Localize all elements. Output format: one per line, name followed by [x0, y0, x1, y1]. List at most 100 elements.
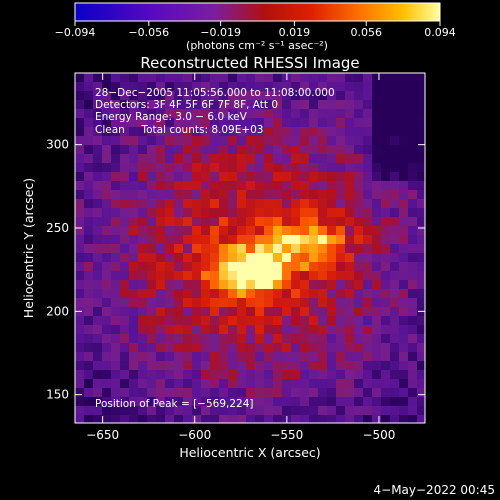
heatmap-cell	[93, 244, 103, 254]
heatmap-cell	[138, 145, 148, 155]
heatmap-cell	[165, 154, 175, 164]
heatmap-cell	[363, 226, 373, 236]
heatmap-cell	[219, 370, 229, 380]
heatmap-cell	[336, 271, 346, 281]
heatmap-cell	[147, 127, 157, 137]
heatmap-cell	[120, 415, 130, 423]
heatmap-cell	[165, 271, 175, 281]
heatmap-cell	[399, 307, 409, 317]
heatmap-cell	[255, 397, 265, 407]
heatmap-cell	[228, 388, 238, 398]
heatmap-cell	[237, 91, 247, 101]
heatmap-cell	[345, 370, 355, 380]
heatmap-cell	[246, 100, 256, 110]
heatmap-cell	[273, 388, 283, 398]
heatmap-cell	[390, 163, 400, 173]
heatmap-cell	[210, 397, 220, 407]
heatmap-cell	[273, 406, 283, 416]
heatmap-cell	[102, 406, 112, 416]
heatmap-cell	[102, 208, 112, 218]
heatmap-cell	[417, 397, 425, 407]
heatmap-cell	[246, 217, 256, 227]
heatmap-cell	[255, 289, 265, 299]
heatmap-cell	[165, 145, 175, 155]
heatmap-cell	[219, 73, 229, 83]
heatmap-cell	[399, 181, 409, 191]
heatmap-cell	[93, 172, 103, 182]
heatmap-cell	[219, 118, 229, 128]
heatmap-cell	[408, 235, 418, 245]
heatmap-cell	[327, 136, 337, 146]
heatmap-cell	[129, 298, 139, 308]
heatmap-cell	[354, 208, 364, 218]
heatmap-cell	[183, 271, 193, 281]
heatmap-cell	[336, 352, 346, 362]
heatmap-cell	[399, 91, 409, 101]
heatmap-cell	[237, 370, 247, 380]
heatmap-cell	[75, 172, 85, 182]
heatmap-cell	[246, 289, 256, 299]
heatmap-cell	[273, 217, 283, 227]
heatmap-cell	[102, 145, 112, 155]
heatmap-cell	[291, 379, 301, 389]
heatmap-cell	[327, 397, 337, 407]
heatmap-cell	[318, 253, 328, 263]
heatmap-cell	[93, 199, 103, 209]
heatmap-cell	[273, 271, 283, 281]
heatmap-cell	[417, 271, 425, 281]
heatmap-cell	[219, 82, 229, 92]
heatmap-cell	[111, 316, 121, 326]
heatmap-cell	[219, 262, 229, 272]
heatmap-cell	[282, 226, 292, 236]
heatmap-cell	[210, 406, 220, 416]
heatmap-cell	[255, 406, 265, 416]
heatmap-cell	[318, 118, 328, 128]
heatmap-cell	[291, 109, 301, 119]
heatmap-cell	[210, 118, 220, 128]
heatmap-cell	[372, 379, 382, 389]
heatmap-cell	[363, 163, 373, 173]
heatmap-cell	[129, 217, 139, 227]
heatmap-cell	[228, 100, 238, 110]
heatmap-cell	[264, 307, 274, 317]
heatmap-cell	[111, 154, 121, 164]
heatmap-cell	[264, 73, 274, 83]
heatmap-cell	[84, 145, 94, 155]
heatmap-cell	[120, 136, 130, 146]
heatmap-cell	[318, 352, 328, 362]
heatmap-cell	[372, 235, 382, 245]
heatmap-cell	[282, 289, 292, 299]
heatmap-cell	[300, 334, 310, 344]
heatmap-cell	[282, 181, 292, 191]
heatmap-cell	[138, 397, 148, 407]
heatmap-cell	[165, 91, 175, 101]
heatmap-cell	[93, 127, 103, 137]
heatmap-cell	[246, 91, 256, 101]
heatmap-cell	[255, 280, 265, 290]
heatmap-cell	[183, 307, 193, 317]
heatmap-cell	[120, 352, 130, 362]
heatmap-cell	[309, 154, 319, 164]
heatmap-cell	[372, 190, 382, 200]
heatmap-cell	[282, 370, 292, 380]
heatmap-cell	[390, 271, 400, 281]
heatmap-cell	[84, 307, 94, 317]
heatmap-cell	[318, 136, 328, 146]
heatmap-cell	[219, 415, 229, 423]
heatmap-cell	[228, 316, 238, 326]
heatmap-cell	[183, 397, 193, 407]
heatmap-cell	[102, 262, 112, 272]
heatmap-cell	[192, 298, 202, 308]
heatmap-cell	[354, 181, 364, 191]
heatmap-cell	[399, 262, 409, 272]
heatmap-cell	[327, 199, 337, 209]
heatmap-cell	[264, 262, 274, 272]
heatmap-cell	[327, 217, 337, 227]
heatmap-cell	[282, 199, 292, 209]
heatmap-cell	[120, 379, 130, 389]
heatmap-cell	[309, 199, 319, 209]
heatmap-cell	[345, 262, 355, 272]
heatmap-cell	[228, 190, 238, 200]
heatmap-cell	[102, 73, 112, 83]
heatmap-cell	[210, 415, 220, 423]
